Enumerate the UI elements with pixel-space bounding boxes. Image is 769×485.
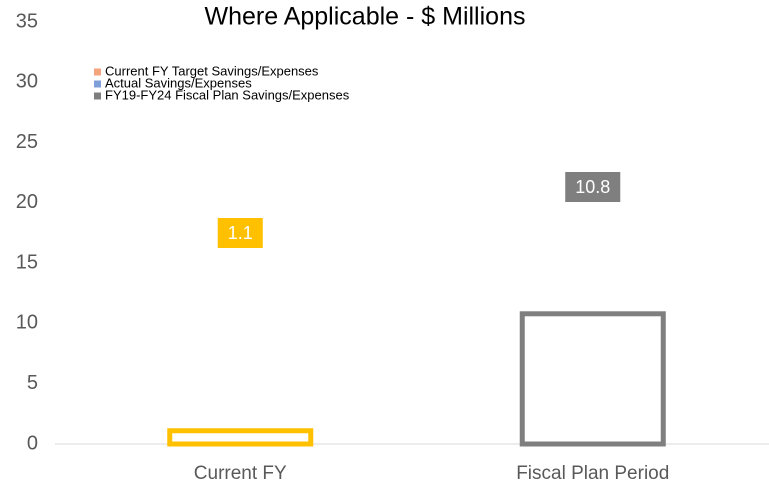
- data-label: 10.8: [575, 177, 610, 197]
- legend-swatch: [94, 92, 101, 100]
- y-tick-label: 0: [27, 432, 38, 454]
- legend-swatch: [94, 68, 101, 76]
- x-tick-label: Fiscal Plan Period: [516, 463, 669, 484]
- legend-swatch: [94, 80, 101, 88]
- y-tick-label: 5: [27, 372, 38, 394]
- legend-label: FY19-FY24 Fiscal Plan Savings/Expenses: [105, 87, 350, 102]
- legend-label: Current FY Target Savings/Expenses: [105, 63, 319, 78]
- x-tick-label: Current FY: [194, 463, 287, 484]
- bar: [167, 428, 314, 447]
- bar: [519, 311, 666, 447]
- data-label-box: [217, 218, 263, 248]
- y-tick-label: 35: [16, 10, 38, 32]
- y-tick-label: 15: [16, 251, 38, 273]
- y-tick-label: 20: [16, 191, 38, 213]
- chart-title: Where Applicable - $ Millions: [205, 3, 526, 31]
- data-label: 1.1: [228, 223, 253, 243]
- data-label-box: [565, 172, 621, 202]
- y-tick-label: 25: [16, 131, 38, 153]
- y-tick-label: 10: [16, 312, 38, 334]
- legend-label: Actual Savings/Expenses: [105, 75, 252, 90]
- y-tick-label: 30: [16, 71, 38, 93]
